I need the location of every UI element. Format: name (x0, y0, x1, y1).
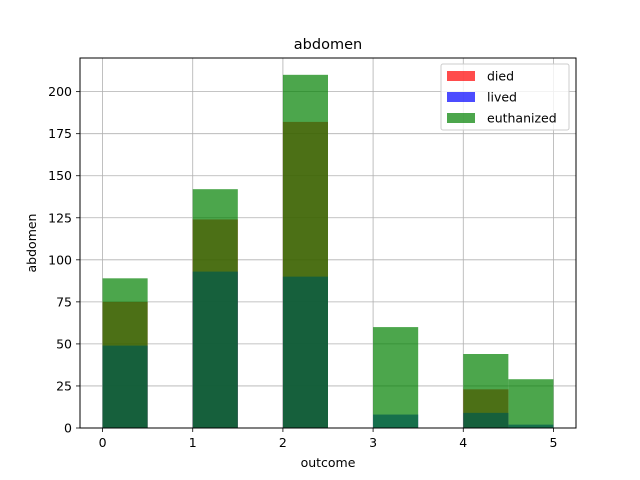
y-tick-label: 25 (56, 378, 72, 393)
legend-label-euthanized: euthanized (487, 111, 557, 126)
y-tick-label: 75 (56, 294, 72, 309)
bar-euthanized (463, 354, 509, 428)
legend-swatch-died (447, 71, 475, 81)
legend-label-died: died (487, 69, 514, 84)
x-tick-label: 2 (279, 435, 287, 450)
y-tick-label: 200 (48, 84, 72, 99)
legend-swatch-euthanized (447, 113, 475, 123)
bar-euthanized (508, 379, 554, 428)
x-tick-label: 5 (549, 435, 557, 450)
bar-euthanized (192, 189, 238, 428)
chart-title: abdomen (294, 37, 362, 53)
plot-area-frame (79, 57, 577, 429)
y-tick-label: 175 (48, 126, 72, 141)
x-tick-label: 4 (459, 435, 467, 450)
y-tick-label: 50 (56, 336, 72, 351)
bars (102, 74, 554, 429)
legend-label-lived: lived (487, 90, 517, 105)
y-tick-label: 0 (64, 421, 72, 436)
x-tick-label: 0 (99, 435, 107, 450)
bar-euthanized (373, 327, 419, 428)
x-tick-label: 3 (369, 435, 377, 450)
bar-euthanized (102, 278, 148, 428)
y-axis-label: abdomen (24, 214, 39, 273)
legend: died lived euthanized (440, 63, 570, 131)
legend-swatch-lived (447, 92, 475, 102)
bar-euthanized (282, 74, 328, 429)
y-tick-label: 100 (48, 252, 72, 267)
y-tick-label: 150 (48, 168, 72, 183)
y-tick-label: 125 (48, 210, 72, 225)
x-tick-label: 1 (189, 435, 197, 450)
x-axis-label: outcome (301, 455, 356, 470)
